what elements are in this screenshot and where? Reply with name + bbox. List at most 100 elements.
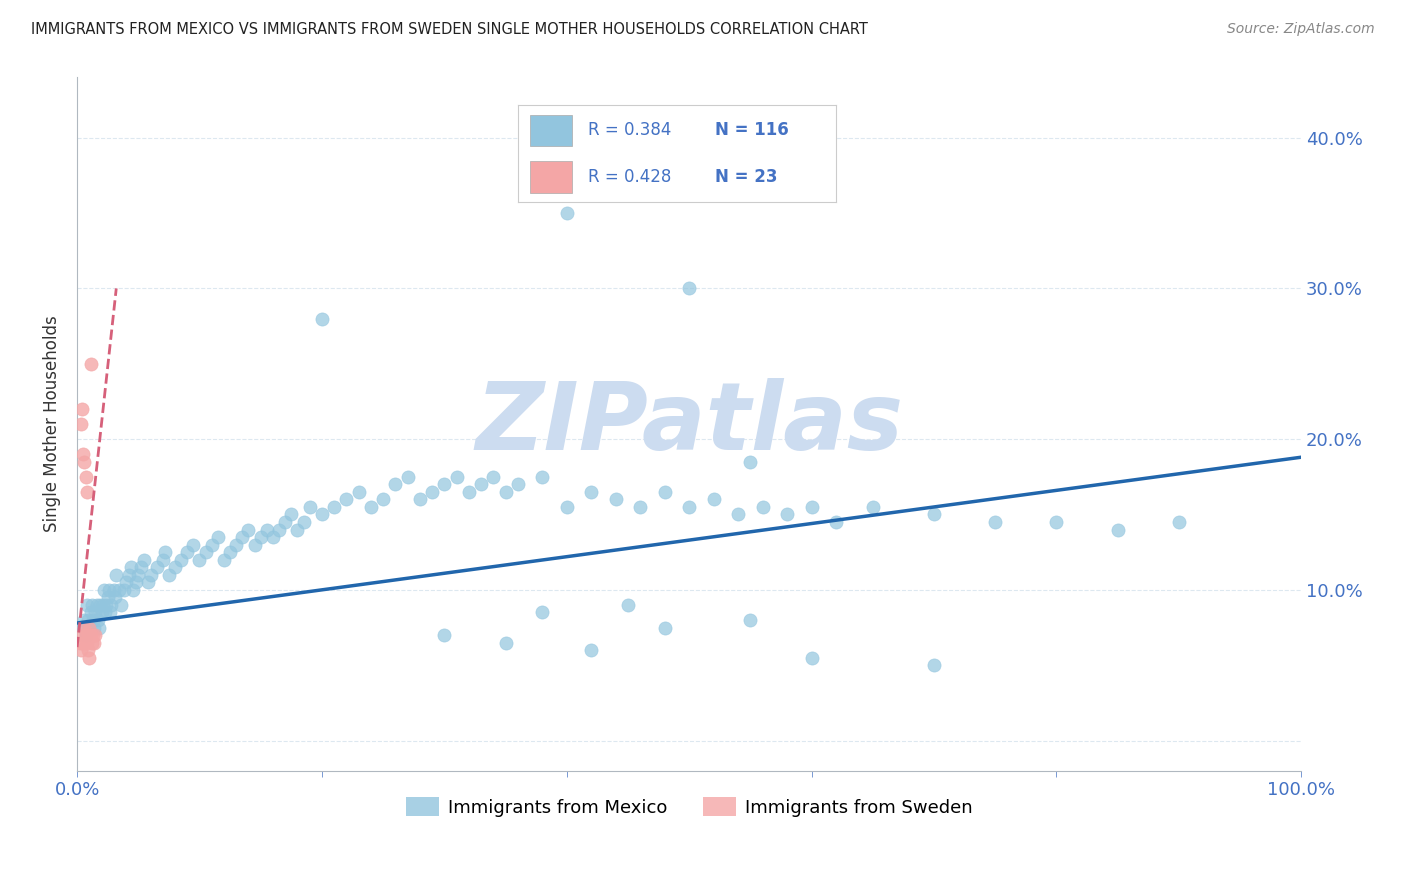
Immigrants from Mexico (495, 484, 517, 499)
Immigrants from Mexico (83, 620, 105, 634)
Immigrants from Mexico (212, 552, 235, 566)
Immigrants from Mexico (678, 281, 700, 295)
Immigrants from Mexico (105, 567, 128, 582)
Immigrants from Mexico (678, 500, 700, 514)
Immigrants from Mexico (825, 515, 848, 529)
Immigrants from Mexico (579, 643, 602, 657)
Immigrants from Mexico (433, 628, 456, 642)
Immigrants from Mexico (922, 658, 945, 673)
Immigrants from Mexico (384, 477, 406, 491)
Immigrants from Mexico (90, 606, 112, 620)
Immigrants from Sweden (72, 635, 94, 649)
Immigrants from Sweden (77, 643, 100, 657)
Immigrants from Sweden (80, 635, 103, 649)
Immigrants from Mexico (79, 620, 101, 634)
Immigrants from Mexico (231, 530, 253, 544)
Immigrants from Mexico (262, 530, 284, 544)
Immigrants from Mexico (420, 484, 443, 499)
Immigrants from Mexico (238, 523, 260, 537)
Immigrants from Sweden (75, 628, 97, 642)
Immigrants from Mexico (139, 567, 162, 582)
Immigrants from Mexico (155, 545, 177, 559)
Immigrants from Mexico (194, 545, 217, 559)
Immigrants from Mexico (145, 560, 167, 574)
Immigrants from Mexico (1107, 523, 1129, 537)
Legend: Immigrants from Mexico, Immigrants from Sweden: Immigrants from Mexico, Immigrants from … (399, 790, 980, 824)
Immigrants from Sweden (83, 635, 105, 649)
Immigrants from Mexico (579, 484, 602, 499)
Immigrants from Mexico (360, 500, 382, 514)
Immigrants from Mexico (922, 508, 945, 522)
Immigrants from Sweden (82, 628, 104, 642)
Y-axis label: Single Mother Households: Single Mother Households (44, 316, 60, 533)
Immigrants from Sweden (79, 357, 101, 371)
Immigrants from Mexico (127, 567, 149, 582)
Immigrants from Mexico (274, 515, 297, 529)
Immigrants from Mexico (170, 552, 193, 566)
Immigrants from Mexico (506, 477, 529, 491)
Immigrants from Mexico (617, 598, 640, 612)
Immigrants from Sweden (69, 417, 91, 431)
Immigrants from Mexico (79, 606, 101, 620)
Immigrants from Mexico (371, 492, 394, 507)
Immigrants from Sweden (76, 635, 98, 649)
Immigrants from Mexico (249, 530, 271, 544)
Immigrants from Mexico (207, 530, 229, 544)
Immigrants from Mexico (100, 598, 122, 612)
Immigrants from Mexico (555, 500, 578, 514)
Immigrants from Mexico (75, 628, 97, 642)
Immigrants from Mexico (311, 311, 333, 326)
Immigrants from Mexico (96, 598, 118, 612)
Immigrants from Mexico (482, 470, 505, 484)
Immigrants from Mexico (183, 538, 205, 552)
Immigrants from Mexico (470, 477, 492, 491)
Immigrants from Mexico (163, 560, 186, 574)
Immigrants from Mexico (103, 582, 125, 597)
Immigrants from Mexico (219, 545, 242, 559)
Immigrants from Sweden (75, 470, 97, 484)
Immigrants from Mexico (531, 470, 554, 484)
Immigrants from Mexico (703, 492, 725, 507)
Immigrants from Sweden (79, 620, 101, 634)
Immigrants from Mexico (93, 582, 115, 597)
Immigrants from Sweden (69, 643, 91, 657)
Immigrants from Mexico (984, 515, 1007, 529)
Immigrants from Mexico (751, 500, 773, 514)
Immigrants from Mexico (335, 492, 357, 507)
Immigrants from Mexico (98, 606, 121, 620)
Immigrants from Sweden (84, 628, 107, 642)
Immigrants from Mexico (1045, 515, 1067, 529)
Immigrants from Mexico (1167, 515, 1189, 529)
Immigrants from Sweden (72, 447, 94, 461)
Immigrants from Sweden (76, 484, 98, 499)
Immigrants from Mexico (800, 650, 823, 665)
Immigrants from Mexico (97, 591, 120, 605)
Immigrants from Mexico (77, 613, 100, 627)
Immigrants from Sweden (73, 620, 96, 634)
Immigrants from Sweden (77, 628, 100, 642)
Immigrants from Mexico (122, 582, 145, 597)
Immigrants from Mexico (654, 620, 676, 634)
Immigrants from Mexico (243, 538, 266, 552)
Immigrants from Mexico (73, 613, 96, 627)
Immigrants from Mexico (86, 598, 108, 612)
Immigrants from Mexico (89, 620, 111, 634)
Immigrants from Mexico (654, 484, 676, 499)
Immigrants from Sweden (69, 635, 91, 649)
Immigrants from Mexico (800, 500, 823, 514)
Immigrants from Mexico (347, 484, 370, 499)
Immigrants from Mexico (125, 575, 148, 590)
Immigrants from Mexico (120, 560, 142, 574)
Immigrants from Mexico (292, 515, 315, 529)
Immigrants from Mexico (72, 620, 94, 634)
Immigrants from Mexico (776, 508, 799, 522)
Immigrants from Sweden (70, 402, 93, 417)
Immigrants from Mexico (433, 477, 456, 491)
Text: IMMIGRANTS FROM MEXICO VS IMMIGRANTS FROM SWEDEN SINGLE MOTHER HOUSEHOLDS CORREL: IMMIGRANTS FROM MEXICO VS IMMIGRANTS FRO… (31, 22, 868, 37)
Immigrants from Mexico (495, 635, 517, 649)
Immigrants from Mexico (628, 500, 651, 514)
Immigrants from Mexico (531, 606, 554, 620)
Immigrants from Mexico (287, 523, 309, 537)
Immigrants from Mexico (176, 545, 198, 559)
Immigrants from Mexico (107, 582, 129, 597)
